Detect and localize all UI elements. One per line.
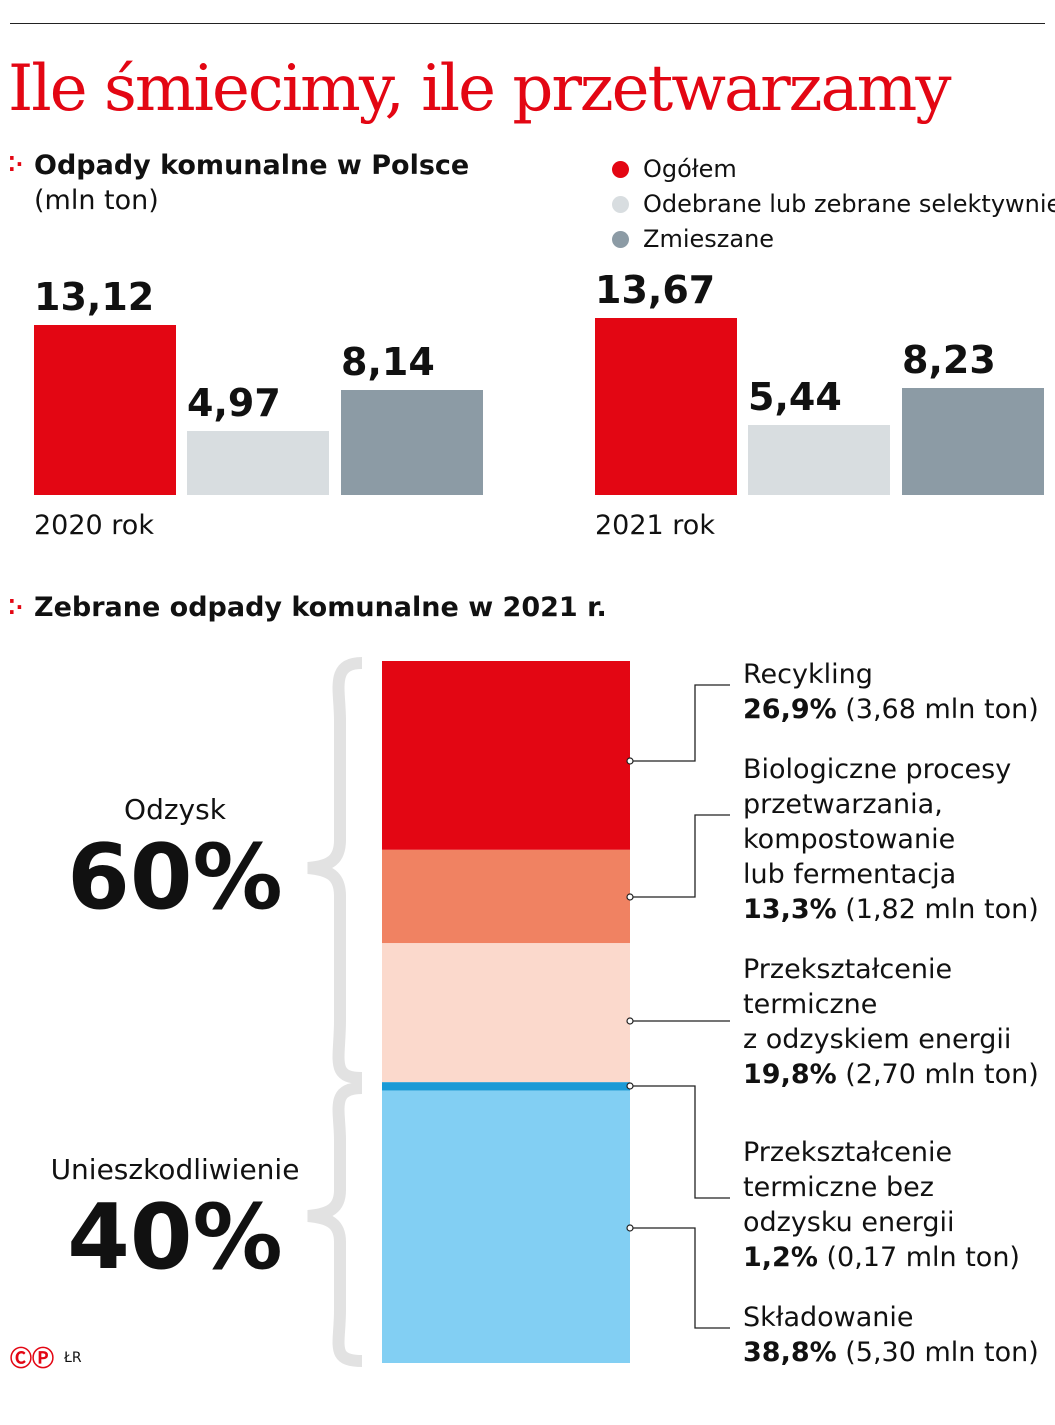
segment-name-line: termiczne bez — [743, 1172, 934, 1203]
brace-unieszkodliwienie — [307, 1082, 363, 1367]
segment-value: 13,3% (1,82 mln ton) — [743, 892, 1039, 927]
segment-amount: (3,68 mln ton) — [845, 694, 1039, 725]
stack-segment — [382, 1082, 630, 1091]
segment-value: 38,8% (5,30 mln ton) — [743, 1335, 1039, 1370]
connector-recykling — [630, 684, 730, 762]
stack-segment — [382, 1090, 630, 1363]
brace-odzysk — [307, 657, 363, 1084]
segment-name-line: Biologiczne procesy — [743, 754, 1012, 785]
bar — [34, 325, 176, 495]
segment-name-line: z odzyskiem energii — [743, 1024, 1012, 1055]
bar-value-label: 8,23 — [902, 338, 996, 383]
stacked-bar — [382, 661, 630, 1363]
segment-pct: 38,8% — [743, 1337, 837, 1368]
segment-label: Biologiczne procesy przetwarzania, kompost… — [743, 752, 1039, 927]
group-pct-unieszkodliwienie: 40% — [67, 1185, 283, 1290]
segment-name-line: Przekształcenie — [743, 954, 953, 985]
chart1-title: Odpady komunalne w Polsce — [34, 150, 470, 181]
stack-segment — [382, 661, 630, 850]
segment-name-line: przetwarzania, — [743, 789, 943, 820]
bar — [902, 388, 1044, 495]
connector-dot — [626, 1017, 634, 1025]
group-pct-odzysk: 60% — [67, 825, 283, 930]
segment-label: Przekształcenie termiczne bez odzysku ener… — [743, 1135, 1020, 1275]
bar-value-label: 13,12 — [34, 275, 155, 320]
bar-value-label: 13,67 — [595, 267, 716, 312]
page-title: Ile śmiecimy, ile przetwarzamy — [8, 52, 951, 126]
legend-item: Odebrane lub zebrane selektywnie — [612, 190, 1055, 218]
segment-pct: 13,3% — [743, 894, 837, 925]
bullet-icon: ⁚· — [8, 152, 24, 176]
segment-amount: (1,82 mln ton) — [845, 894, 1039, 925]
segment-pct: 26,9% — [743, 694, 837, 725]
connector-dot — [626, 893, 634, 901]
bar-value-label: 8,14 — [341, 339, 435, 384]
bullet-icon: ⁚· — [8, 595, 24, 619]
group-label-unieszkodliwienie: Unieszkodliwienie — [50, 1153, 300, 1186]
segment-value: 1,2% (0,17 mln ton) — [743, 1240, 1020, 1275]
segment-pct: 19,8% — [743, 1059, 837, 1090]
segment-value: 19,8% (2,70 mln ton) — [743, 1057, 1039, 1092]
connector-dot — [626, 1082, 634, 1090]
legend-label: Zmieszane — [643, 225, 775, 253]
bar — [187, 430, 329, 495]
stack-segment — [382, 943, 630, 1083]
year-label-2020: 2020 rok — [34, 510, 154, 541]
connector-bio — [630, 814, 730, 898]
author-credit: ŁR — [64, 1350, 82, 1366]
chart1-unit: (mln ton) — [34, 185, 159, 216]
copyright-logo: ⒸⓅ — [10, 1347, 55, 1372]
segment-pct: 1,2% — [743, 1242, 818, 1273]
chart2-title: Zebrane odpady komunalne w 2021 r. — [34, 592, 607, 623]
connector-termiczne-bez — [630, 1085, 730, 1199]
segment-name-line: termiczne — [743, 989, 878, 1020]
bar — [341, 389, 483, 495]
legend-label: Odebrane lub zebrane selektywnie — [643, 190, 1055, 218]
top-rule — [10, 23, 1045, 24]
segment-label: Recykling 26,9% (3,68 mln ton) — [743, 657, 1039, 727]
segment-amount: (2,70 mln ton) — [845, 1059, 1039, 1090]
segment-label: Składowanie 38,8% (5,30 mln ton) — [743, 1300, 1039, 1370]
legend-swatch — [612, 230, 629, 248]
stack-segment — [382, 849, 630, 944]
segment-name-line: lub fermentacja — [743, 859, 957, 890]
connector-dot — [626, 1224, 634, 1232]
segment-name-line: kompostowanie — [743, 824, 956, 855]
segment-label: Przekształcenie termiczne z odzyskiem ener… — [743, 952, 1039, 1092]
segment-name-line: Przekształcenie — [743, 1137, 953, 1168]
segment-name-line: Składowanie — [743, 1302, 914, 1333]
segment-name-line: Recykling — [743, 659, 873, 690]
year-label-2021: 2021 rok — [595, 510, 715, 541]
legend-swatch — [612, 160, 629, 178]
segment-name-line: odzysku energii — [743, 1207, 955, 1238]
segment-value: 26,9% (3,68 mln ton) — [743, 692, 1039, 727]
connector-skladowanie — [630, 1227, 730, 1329]
bar — [595, 317, 737, 495]
bar-value-label: 5,44 — [748, 374, 842, 419]
legend-item: Zmieszane — [612, 225, 774, 253]
legend-swatch — [612, 195, 629, 213]
bar — [748, 424, 890, 495]
legend-item: Ogółem — [612, 155, 737, 183]
legend-label: Ogółem — [643, 155, 737, 183]
segment-amount: (0,17 mln ton) — [826, 1242, 1020, 1273]
segment-amount: (5,30 mln ton) — [845, 1337, 1039, 1368]
group-label-odzysk: Odzysk — [124, 793, 226, 826]
bar-value-label: 4,97 — [187, 380, 281, 425]
connector-dot — [626, 757, 634, 765]
